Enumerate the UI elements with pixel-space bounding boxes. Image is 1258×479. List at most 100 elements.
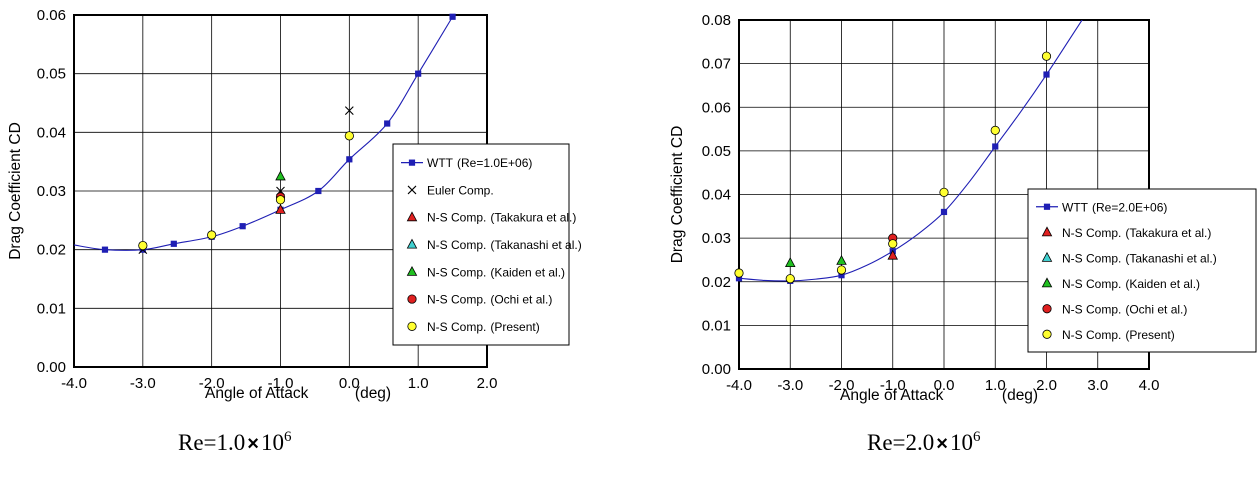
y-tick-label: 0.00 xyxy=(702,361,731,378)
series-3 xyxy=(275,203,286,214)
data-point xyxy=(992,143,999,150)
legend: WTT (Re=2.0E+06) N-S Comp. (Takakura et al.… xyxy=(1027,188,1257,353)
caption-times: × xyxy=(247,433,259,455)
data-point xyxy=(315,187,322,195)
legend-marker xyxy=(406,211,418,222)
data-point xyxy=(1041,51,1052,61)
y-axis-label: Drag Coefficient CD xyxy=(7,122,24,260)
legend-entry-name: N-S Comp. xyxy=(427,320,486,334)
series-7 xyxy=(138,131,354,251)
legend-marker xyxy=(407,321,417,331)
y-tick-label: 0.08 xyxy=(702,12,731,29)
legend-entry: N-S Comp. (Kaiden et al.) xyxy=(427,265,565,279)
legend-box xyxy=(1027,188,1257,353)
x-tick-label: -3.0 xyxy=(130,375,156,392)
data-point xyxy=(734,268,744,278)
data-point xyxy=(170,240,177,247)
legend-entry: N-S Comp. (Kaiden et al.) xyxy=(1062,277,1200,291)
legend-entry: N-S Comp. (Present) xyxy=(427,320,540,334)
y-tick-label: 0.01 xyxy=(702,317,731,334)
legend-marker xyxy=(1042,304,1052,314)
x-tick-label: 2.0 xyxy=(477,375,498,392)
x-tick-label: 0.0 xyxy=(934,377,955,394)
y-tick-label: 0.07 xyxy=(702,56,731,73)
legend-marker xyxy=(1041,251,1053,262)
x-tick-label: 4.0 xyxy=(1139,377,1160,394)
y-tick-label: 0.04 xyxy=(37,124,66,141)
chart-caption: Re=1.0 ×106 xyxy=(178,429,292,455)
y-tick-label: 0.03 xyxy=(37,183,66,200)
data-point xyxy=(275,203,286,214)
y-tick-label: 0.01 xyxy=(37,300,66,317)
data-point xyxy=(990,125,1000,135)
x-tick-label: 1.0 xyxy=(408,375,429,392)
series-6 xyxy=(734,51,1052,284)
x-tick-label: -3.0 xyxy=(777,377,803,394)
y-tick-label: 0.03 xyxy=(702,230,731,247)
x-axis-unit: (deg) xyxy=(355,385,391,402)
legend-entry-name: N-S Comp. xyxy=(1062,226,1121,240)
x-axis-unit: (deg) xyxy=(1002,387,1038,404)
legend-entry-detail: (Re=1.0E+06) xyxy=(457,156,532,170)
legend-entry-name: N-S Comp. xyxy=(427,211,486,225)
data-point xyxy=(836,265,847,275)
legend-entry-detail: (Takanashi et al.) xyxy=(490,238,581,252)
legend-entry: N-S Comp. (Takakura et al.) xyxy=(427,211,576,225)
y-tick-label: 0.02 xyxy=(702,274,731,291)
legend-marker xyxy=(407,294,417,304)
legend-entry-name: WTT xyxy=(427,156,454,170)
data-point xyxy=(207,230,217,240)
caption-base: Re=2.0 xyxy=(867,430,934,455)
legend-entry-name: N-S Comp. xyxy=(427,293,486,307)
y-tick-label: 0.06 xyxy=(702,99,731,116)
legend-entry: Euler Comp. xyxy=(427,183,494,197)
legend-marker xyxy=(1043,203,1051,210)
legend-marker xyxy=(1042,329,1052,339)
legend-entry: WTT (Re=2.0E+06) xyxy=(1062,200,1167,214)
legend-entry: WTT (Re=1.0E+06) xyxy=(427,156,532,170)
legend-entry-detail: (Kaiden et al.) xyxy=(490,265,565,279)
x-tick-label: -2.0 xyxy=(199,375,225,392)
x-tick-label: 3.0 xyxy=(1087,377,1108,394)
data-point xyxy=(275,195,286,205)
caption-base: Re=1.0 xyxy=(178,430,245,455)
data-point xyxy=(836,254,847,265)
legend-entry-detail: (Present) xyxy=(490,320,539,334)
legend-entry-detail: (Ochi et al.) xyxy=(490,293,552,307)
legend-entry: N-S Comp. (Ochi et al.) xyxy=(1062,302,1187,316)
x-tick-label: 2.0 xyxy=(1036,377,1057,394)
data-point xyxy=(1043,71,1050,78)
series-2 xyxy=(138,106,354,255)
legend-entry: N-S Comp. (Present) xyxy=(1062,328,1175,342)
x-tick-label: -1.0 xyxy=(268,375,294,392)
data-point xyxy=(384,120,391,127)
caption-exponent: 6 xyxy=(973,429,981,445)
x-axis-label: Angle of Attack xyxy=(840,387,944,404)
legend-marker xyxy=(407,185,417,195)
legend: WTT (Re=1.0E+06) Euler Comp. N-S Comp. (Taka… xyxy=(392,143,582,346)
x-tick-label: 0.0 xyxy=(339,375,360,392)
legend-entry-name: WTT xyxy=(1062,200,1089,214)
legend-entry-name: N-S Comp. xyxy=(427,265,486,279)
legend-entry-name: N-S Comp. xyxy=(1062,328,1121,342)
data-point xyxy=(940,208,948,216)
data-point xyxy=(785,274,795,284)
legend-entry-name: N-S Comp. xyxy=(427,238,486,252)
y-tick-label: 0.06 xyxy=(37,7,66,24)
series-2 xyxy=(887,249,899,260)
legend-marker xyxy=(1041,277,1053,288)
y-tick-label: 0.04 xyxy=(702,187,731,204)
data-point xyxy=(344,106,354,116)
data-point xyxy=(784,257,796,267)
legend-entry-detail: (Ochi et al.) xyxy=(1125,302,1187,316)
chart-panel-2: -4.0 -3.0 -2.0 -1.0 0.0 1.0 2.0 3.0 4.0 0.00 0.01 0… xyxy=(669,12,1257,455)
legend-marker xyxy=(406,265,418,276)
data-point xyxy=(939,187,949,197)
x-tick-label: -1.0 xyxy=(880,377,906,394)
data-point xyxy=(887,249,899,260)
x-tick-label: -2.0 xyxy=(829,377,855,394)
x-tick-label: -4.0 xyxy=(61,375,87,392)
legend-entry: N-S Comp. (Takanashi et al.) xyxy=(427,238,582,252)
caption-power: 10 xyxy=(261,430,284,455)
